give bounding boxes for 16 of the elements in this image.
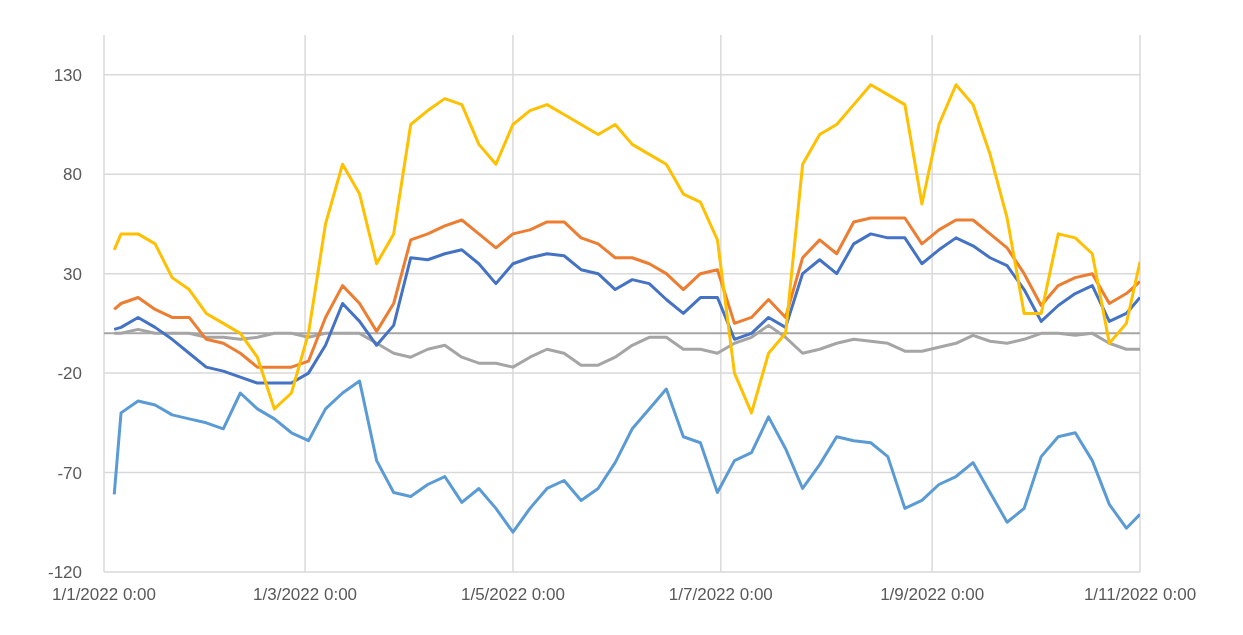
y-tick-label: 130 (53, 65, 82, 85)
x-tick-label: 1/7/2022 0:00 (668, 585, 773, 605)
x-tick-label: 1/5/2022 0:00 (460, 585, 565, 605)
x-tick-label: 1/3/2022 0:00 (253, 585, 358, 605)
line-series (112, 216, 1140, 369)
y-tick-label: -120 (47, 563, 82, 583)
line-series (112, 232, 1140, 385)
line-series (112, 379, 1140, 534)
x-tick-label: 1/1/2022 0:00 (52, 585, 156, 605)
x-tick-label: 1/9/2022 0:00 (880, 585, 985, 605)
y-tick-label: 30 (63, 264, 82, 284)
y-tick-label: 80 (63, 165, 82, 185)
x-tick-label: 1/11/2022 0:00 (1083, 585, 1197, 605)
y-tick-label: -20 (57, 364, 82, 384)
line-series (112, 83, 1140, 415)
y-tick-label: -70 (57, 463, 82, 483)
